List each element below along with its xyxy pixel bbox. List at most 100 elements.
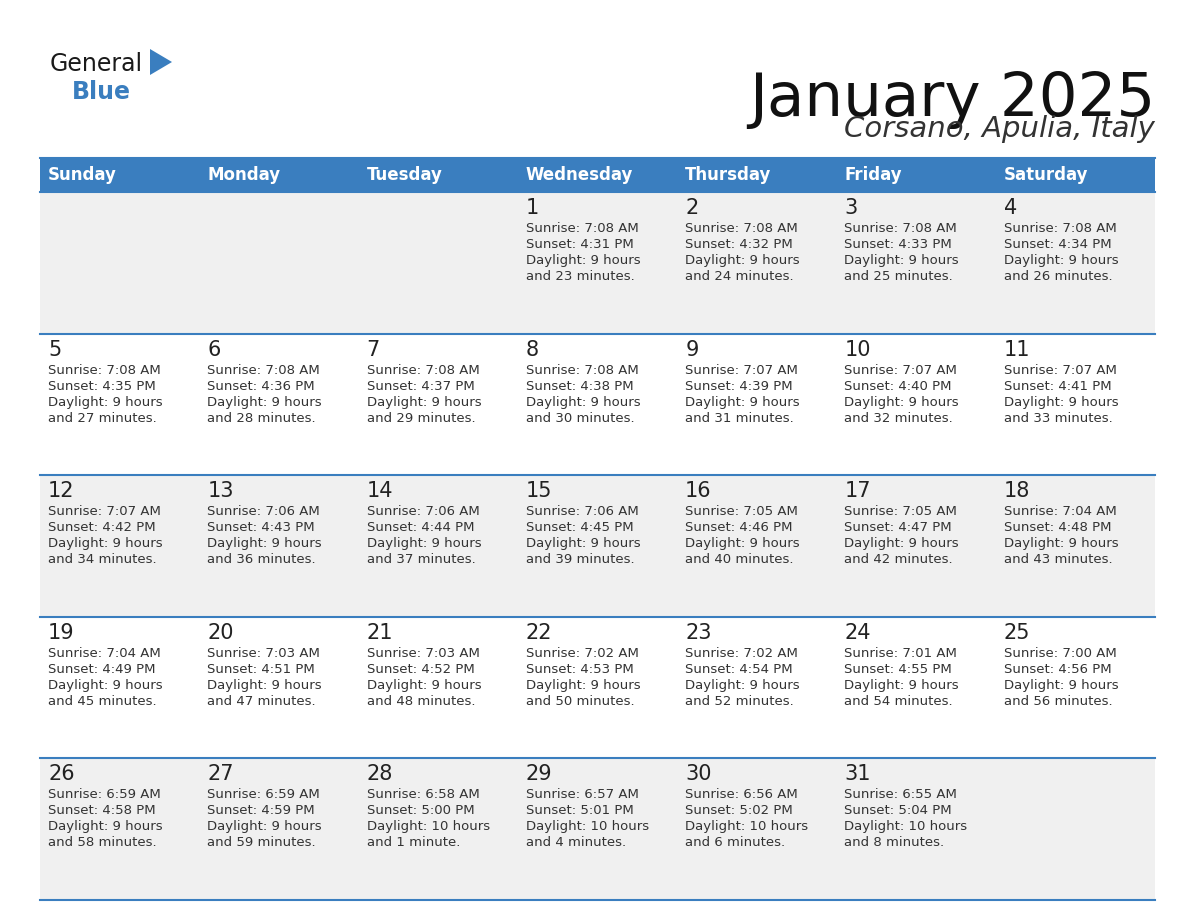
Text: and 48 minutes.: and 48 minutes. (367, 695, 475, 708)
Text: 23: 23 (685, 622, 712, 643)
Text: 13: 13 (207, 481, 234, 501)
Bar (836, 192, 996, 333)
Text: Sunset: 5:00 PM: Sunset: 5:00 PM (367, 804, 474, 817)
Text: Daylight: 9 hours: Daylight: 9 hours (845, 678, 959, 692)
Text: and 50 minutes.: and 50 minutes. (526, 695, 634, 708)
Text: and 33 minutes.: and 33 minutes. (1004, 411, 1112, 425)
Text: Daylight: 10 hours: Daylight: 10 hours (526, 821, 649, 834)
Text: Sunset: 4:38 PM: Sunset: 4:38 PM (526, 380, 633, 393)
Text: and 37 minutes.: and 37 minutes. (367, 554, 475, 566)
Text: Sunset: 5:01 PM: Sunset: 5:01 PM (526, 804, 633, 817)
Text: Sunrise: 7:05 AM: Sunrise: 7:05 AM (845, 505, 958, 518)
Text: Sunrise: 7:08 AM: Sunrise: 7:08 AM (207, 364, 320, 376)
Text: Daylight: 9 hours: Daylight: 9 hours (367, 396, 481, 409)
Text: Sunset: 4:53 PM: Sunset: 4:53 PM (526, 663, 633, 676)
Text: 26: 26 (48, 765, 75, 784)
Text: and 1 minute.: and 1 minute. (367, 836, 460, 849)
Text: Thursday: Thursday (685, 166, 771, 184)
Text: Sunrise: 6:57 AM: Sunrise: 6:57 AM (526, 789, 639, 801)
Text: Daylight: 10 hours: Daylight: 10 hours (685, 821, 808, 834)
Text: 4: 4 (1004, 198, 1017, 218)
Bar (836, 333, 996, 476)
Text: 3: 3 (845, 198, 858, 218)
Text: Daylight: 9 hours: Daylight: 9 hours (207, 821, 322, 834)
Text: Daylight: 9 hours: Daylight: 9 hours (48, 396, 163, 409)
Bar (40, 758, 200, 900)
Bar (40, 333, 200, 476)
Bar (518, 758, 677, 900)
Text: Sunset: 4:35 PM: Sunset: 4:35 PM (48, 380, 156, 393)
Text: Sunrise: 7:04 AM: Sunrise: 7:04 AM (1004, 505, 1117, 518)
Bar (200, 758, 359, 900)
Bar (836, 617, 996, 758)
Text: Daylight: 10 hours: Daylight: 10 hours (845, 821, 967, 834)
Bar (677, 192, 836, 333)
Text: Daylight: 9 hours: Daylight: 9 hours (845, 537, 959, 550)
Bar (996, 758, 1155, 900)
Text: Sunset: 4:39 PM: Sunset: 4:39 PM (685, 380, 792, 393)
Text: Sunset: 4:46 PM: Sunset: 4:46 PM (685, 521, 792, 534)
Text: 18: 18 (1004, 481, 1030, 501)
Text: and 25 minutes.: and 25 minutes. (845, 270, 953, 283)
Text: Daylight: 9 hours: Daylight: 9 hours (526, 396, 640, 409)
Text: and 27 minutes.: and 27 minutes. (48, 411, 157, 425)
Text: Saturday: Saturday (1004, 166, 1088, 184)
Text: 27: 27 (207, 765, 234, 784)
Text: and 34 minutes.: and 34 minutes. (48, 554, 157, 566)
Text: Sunset: 5:04 PM: Sunset: 5:04 PM (845, 804, 952, 817)
Text: Sunrise: 6:56 AM: Sunrise: 6:56 AM (685, 789, 798, 801)
Text: and 30 minutes.: and 30 minutes. (526, 411, 634, 425)
Text: Sunset: 4:49 PM: Sunset: 4:49 PM (48, 663, 156, 676)
Bar (359, 192, 518, 333)
Text: 8: 8 (526, 340, 539, 360)
Text: Sunset: 4:40 PM: Sunset: 4:40 PM (845, 380, 952, 393)
Text: and 52 minutes.: and 52 minutes. (685, 695, 794, 708)
Text: Sunrise: 7:08 AM: Sunrise: 7:08 AM (1004, 222, 1117, 235)
Text: and 39 minutes.: and 39 minutes. (526, 554, 634, 566)
Text: 31: 31 (845, 765, 871, 784)
Text: and 24 minutes.: and 24 minutes. (685, 270, 794, 283)
Text: 30: 30 (685, 765, 712, 784)
Bar (677, 333, 836, 476)
Text: 5: 5 (48, 340, 62, 360)
Text: and 43 minutes.: and 43 minutes. (1004, 554, 1112, 566)
Text: Sunset: 4:41 PM: Sunset: 4:41 PM (1004, 380, 1111, 393)
Bar (518, 617, 677, 758)
Text: Daylight: 9 hours: Daylight: 9 hours (367, 678, 481, 692)
Text: Daylight: 9 hours: Daylight: 9 hours (685, 678, 800, 692)
Text: and 36 minutes.: and 36 minutes. (207, 554, 316, 566)
Text: Sunrise: 7:03 AM: Sunrise: 7:03 AM (207, 647, 320, 660)
Text: 7: 7 (367, 340, 380, 360)
Text: Sunrise: 6:59 AM: Sunrise: 6:59 AM (207, 789, 320, 801)
Bar (359, 333, 518, 476)
Text: Sunset: 4:31 PM: Sunset: 4:31 PM (526, 238, 633, 251)
Text: Friday: Friday (845, 166, 902, 184)
Text: Sunrise: 7:08 AM: Sunrise: 7:08 AM (48, 364, 160, 376)
Bar (40, 192, 200, 333)
Text: 21: 21 (367, 622, 393, 643)
Bar (836, 758, 996, 900)
Text: Daylight: 9 hours: Daylight: 9 hours (526, 537, 640, 550)
Text: Sunrise: 7:00 AM: Sunrise: 7:00 AM (1004, 647, 1117, 660)
Text: Sunrise: 7:01 AM: Sunrise: 7:01 AM (845, 647, 958, 660)
Text: Sunset: 4:48 PM: Sunset: 4:48 PM (1004, 521, 1111, 534)
Text: 6: 6 (207, 340, 221, 360)
Text: and 45 minutes.: and 45 minutes. (48, 695, 157, 708)
Text: Sunset: 4:58 PM: Sunset: 4:58 PM (48, 804, 156, 817)
Text: Daylight: 9 hours: Daylight: 9 hours (1004, 396, 1118, 409)
Bar (836, 476, 996, 617)
Text: Sunset: 4:33 PM: Sunset: 4:33 PM (845, 238, 952, 251)
Text: January 2025: January 2025 (748, 70, 1155, 129)
Bar (677, 617, 836, 758)
Text: Sunrise: 7:04 AM: Sunrise: 7:04 AM (48, 647, 160, 660)
Text: and 32 minutes.: and 32 minutes. (845, 411, 953, 425)
Text: and 54 minutes.: and 54 minutes. (845, 695, 953, 708)
Bar (200, 476, 359, 617)
Bar (200, 333, 359, 476)
Text: and 8 minutes.: and 8 minutes. (845, 836, 944, 849)
Text: Sunset: 4:52 PM: Sunset: 4:52 PM (367, 663, 474, 676)
Text: Sunrise: 6:59 AM: Sunrise: 6:59 AM (48, 789, 160, 801)
Text: Daylight: 9 hours: Daylight: 9 hours (845, 254, 959, 267)
Text: Sunrise: 7:06 AM: Sunrise: 7:06 AM (367, 505, 479, 518)
Text: Sunrise: 7:08 AM: Sunrise: 7:08 AM (526, 222, 639, 235)
